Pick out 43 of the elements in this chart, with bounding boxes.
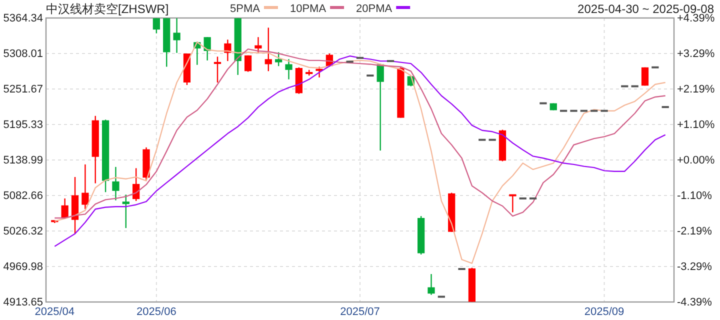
y2-tick-label: -1.10%	[677, 190, 712, 202]
candlestick	[112, 166, 120, 201]
x-tick-label: 2025/07	[340, 306, 380, 318]
candlestick	[244, 54, 252, 72]
candlestick	[214, 56, 222, 84]
y-tick-label: 5195.33	[3, 119, 43, 132]
y2-tick-label: +2.19%	[677, 84, 715, 96]
x-tick-label: 2025/09	[584, 306, 624, 318]
y2-tick-label: -4.39%	[677, 296, 712, 309]
candlestick	[82, 164, 89, 210]
y2-tick-label: +0.00%	[677, 154, 715, 167]
y-tick-label: 5082.66	[3, 190, 43, 202]
y-tick-label: 5138.99	[3, 154, 43, 167]
y-tick-label: 5251.67	[3, 84, 43, 96]
chart-title: 中汉线材卖空[ZHSWR]	[46, 2, 169, 16]
legend-label: 5PMA	[230, 3, 261, 15]
y2-tick-label: -3.29%	[677, 260, 712, 273]
y-tick-label: 4969.98	[3, 261, 43, 274]
y2-tick-label: -2.19%	[677, 225, 712, 238]
candlestick	[316, 66, 323, 78]
legend-label: 10PMA	[290, 3, 327, 15]
legend-label: 20PMA	[356, 3, 393, 15]
y-tick-label: 5364.34	[3, 12, 43, 25]
candlestick	[122, 194, 130, 229]
candlestick	[204, 36, 211, 62]
candlestick	[152, 18, 160, 34]
y2-tick-label: +4.39%	[677, 12, 715, 25]
candlestick	[275, 52, 282, 67]
candlestick	[254, 36, 262, 54]
y2-tick-label: +1.10%	[677, 118, 715, 131]
candlestick	[264, 27, 272, 72]
y-tick-label: 5026.32	[3, 226, 43, 238]
line-series	[54, 48, 666, 219]
candlestick	[285, 58, 292, 80]
candlestick	[376, 62, 384, 152]
y-tick-label: 5308.01	[3, 48, 43, 60]
candlestick	[509, 194, 516, 213]
candlestick	[428, 273, 435, 296]
candlestick	[173, 18, 180, 54]
candlestick	[61, 198, 68, 219]
x-tick-label: 2025/04	[34, 306, 75, 318]
x-tick-label: 2025/06	[136, 306, 176, 318]
y2-tick-label: +3.29%	[677, 48, 715, 60]
